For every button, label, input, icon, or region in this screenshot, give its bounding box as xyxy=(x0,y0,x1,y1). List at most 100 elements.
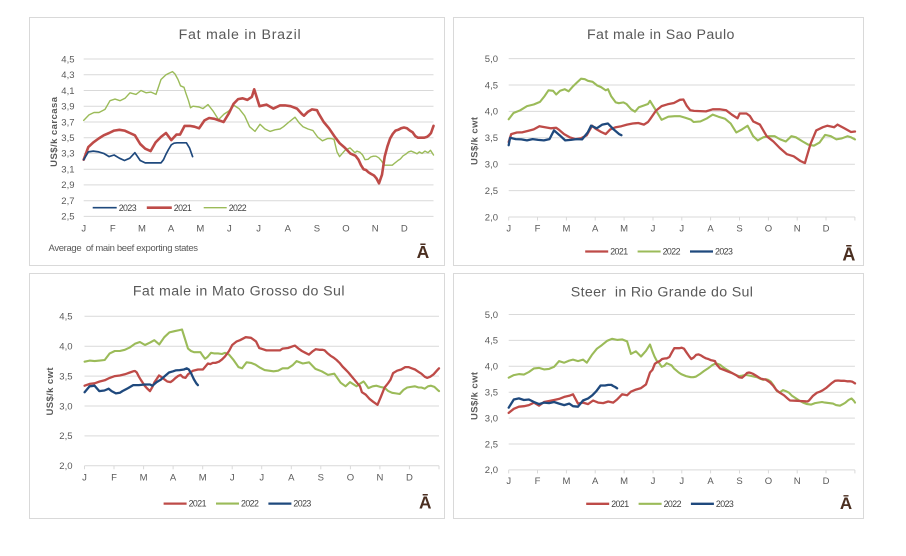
svg-text:A: A xyxy=(592,476,599,487)
svg-text:5,0: 5,0 xyxy=(485,310,498,321)
svg-text:D: D xyxy=(823,224,830,235)
svg-text:A: A xyxy=(285,224,292,235)
svg-text:3,0: 3,0 xyxy=(485,160,498,171)
svg-text:J: J xyxy=(256,224,261,235)
svg-text:US$/k cwt: US$/k cwt xyxy=(45,367,56,416)
svg-text:4,3: 4,3 xyxy=(61,70,74,81)
svg-text:N: N xyxy=(372,224,379,235)
svg-text:US$/k cwt: US$/k cwt xyxy=(470,116,481,165)
svg-text:A: A xyxy=(592,224,599,235)
svg-text:2,0: 2,0 xyxy=(485,465,498,476)
svg-text:Steer in Rio Grande do Sul: Steer in Rio Grande do Sul xyxy=(571,284,753,300)
svg-text:M: M xyxy=(138,224,146,235)
svg-text:Average of main beef exportin: Average of main beef exporting states xyxy=(49,243,199,254)
svg-text:2022: 2022 xyxy=(664,499,682,509)
svg-text:J: J xyxy=(81,224,86,235)
svg-text:US$/k carcasa: US$/k carcasa xyxy=(49,96,60,167)
svg-text:2,5: 2,5 xyxy=(485,439,498,450)
svg-text:J: J xyxy=(651,224,656,235)
svg-text:3,5: 3,5 xyxy=(485,388,498,399)
svg-text:2022: 2022 xyxy=(241,499,259,509)
svg-text:M: M xyxy=(620,224,628,235)
svg-text:D: D xyxy=(823,476,830,487)
svg-text:A: A xyxy=(288,473,295,484)
svg-text:2023: 2023 xyxy=(293,499,311,509)
svg-text:3,3: 3,3 xyxy=(61,149,74,160)
svg-text:US$/k cwt: US$/k cwt xyxy=(470,371,481,420)
svg-text:J: J xyxy=(82,473,87,484)
svg-text:D: D xyxy=(401,224,408,235)
svg-text:3,5: 3,5 xyxy=(485,133,498,144)
svg-text:Fat male in Mato Grosso do Sul: Fat male in Mato Grosso do Sul xyxy=(133,283,345,299)
svg-text:O: O xyxy=(342,224,349,235)
svg-text:3,5: 3,5 xyxy=(61,133,74,144)
svg-text:2021: 2021 xyxy=(189,499,207,509)
svg-text:S: S xyxy=(736,476,742,487)
svg-text:2,7: 2,7 xyxy=(61,196,74,207)
svg-text:2,9: 2,9 xyxy=(61,180,74,191)
svg-text:F: F xyxy=(535,224,541,235)
svg-text:A: A xyxy=(707,224,714,235)
svg-text:J: J xyxy=(259,473,264,484)
svg-text:S: S xyxy=(736,224,742,235)
svg-text:4,5: 4,5 xyxy=(485,80,498,91)
svg-text:2021: 2021 xyxy=(174,203,192,213)
svg-text:2,5: 2,5 xyxy=(61,212,74,223)
svg-text:Fat male in Brazil: Fat male in Brazil xyxy=(179,27,302,43)
svg-text:3,1: 3,1 xyxy=(61,165,74,176)
svg-text:J: J xyxy=(506,224,511,235)
svg-text:4,0: 4,0 xyxy=(485,362,498,373)
svg-text:Ā: Ā xyxy=(840,494,852,513)
svg-text:O: O xyxy=(347,473,354,484)
svg-text:2,0: 2,0 xyxy=(485,212,498,223)
svg-text:4,0: 4,0 xyxy=(59,342,72,353)
svg-text:Ā: Ā xyxy=(417,242,430,262)
svg-text:3,0: 3,0 xyxy=(485,413,498,424)
svg-text:A: A xyxy=(170,473,177,484)
svg-text:F: F xyxy=(110,224,116,235)
svg-text:M: M xyxy=(140,473,148,484)
svg-text:5,0: 5,0 xyxy=(485,54,498,65)
svg-text:2023: 2023 xyxy=(119,203,137,213)
svg-text:A: A xyxy=(707,476,714,487)
svg-text:3,9: 3,9 xyxy=(61,102,74,113)
svg-text:Ā: Ā xyxy=(842,245,855,265)
svg-text:J: J xyxy=(506,476,511,487)
svg-text:M: M xyxy=(199,473,207,484)
svg-text:2021: 2021 xyxy=(610,247,628,257)
svg-text:D: D xyxy=(406,473,413,484)
svg-text:O: O xyxy=(765,224,772,235)
svg-text:Fat male in Sao Paulo: Fat male in Sao Paulo xyxy=(587,27,735,43)
svg-text:4,5: 4,5 xyxy=(485,336,498,347)
svg-text:3,7: 3,7 xyxy=(61,117,74,128)
svg-text:M: M xyxy=(562,476,570,487)
svg-text:O: O xyxy=(765,476,772,487)
svg-text:N: N xyxy=(794,224,801,235)
svg-text:2021: 2021 xyxy=(611,499,629,509)
svg-text:3,0: 3,0 xyxy=(59,401,72,412)
svg-text:S: S xyxy=(318,473,324,484)
svg-text:J: J xyxy=(679,224,684,235)
svg-text:4,5: 4,5 xyxy=(61,54,74,65)
svg-text:4,1: 4,1 xyxy=(61,86,74,97)
svg-text:2,5: 2,5 xyxy=(59,431,72,442)
svg-text:3,5: 3,5 xyxy=(59,371,72,382)
svg-text:Ā: Ā xyxy=(419,493,432,513)
svg-text:F: F xyxy=(535,476,541,487)
svg-text:2,0: 2,0 xyxy=(59,461,72,472)
svg-text:2022: 2022 xyxy=(663,247,681,257)
svg-text:2023: 2023 xyxy=(715,247,733,257)
svg-text:M: M xyxy=(620,476,628,487)
svg-text:N: N xyxy=(376,473,383,484)
svg-text:M: M xyxy=(562,224,570,235)
svg-text:M: M xyxy=(196,224,204,235)
svg-text:2023: 2023 xyxy=(716,499,734,509)
svg-text:J: J xyxy=(230,473,235,484)
svg-text:4,0: 4,0 xyxy=(485,107,498,118)
svg-text:2022: 2022 xyxy=(229,203,247,213)
svg-text:J: J xyxy=(679,476,684,487)
svg-text:4,5: 4,5 xyxy=(59,312,72,323)
svg-text:S: S xyxy=(314,224,320,235)
svg-text:F: F xyxy=(111,473,117,484)
svg-text:J: J xyxy=(651,476,656,487)
